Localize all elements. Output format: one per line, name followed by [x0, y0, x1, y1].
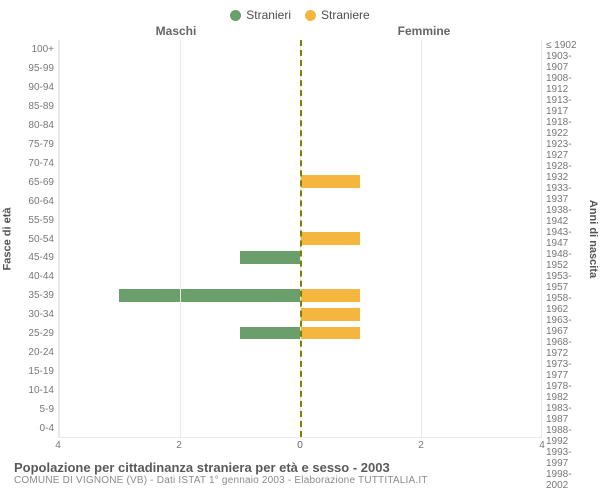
- chart: Fasce di età 100+95-9990-9485-8980-8475-…: [0, 40, 600, 438]
- x-axis-ticks: 420024: [58, 438, 542, 456]
- bar-female: [300, 175, 360, 188]
- plot-area: [58, 40, 542, 438]
- ytick-age: 45-49: [14, 248, 58, 267]
- legend-label: Straniere: [321, 8, 370, 22]
- ytick-birth: 1973-1977: [542, 359, 586, 381]
- ytick-birth: 1978-1982: [542, 381, 586, 403]
- ytick-age: 5-9: [14, 400, 58, 419]
- ytick-age: 40-44: [14, 267, 58, 286]
- xtick: 2: [176, 440, 182, 451]
- ytick-birth: 1968-1972: [542, 337, 586, 359]
- ytick-birth: 1998-2002: [542, 469, 586, 491]
- ytick-age: 95-99: [14, 59, 58, 78]
- ytick-birth: 1983-1987: [542, 403, 586, 425]
- ytick-age: 65-69: [14, 173, 58, 192]
- legend-swatch: [230, 10, 241, 21]
- ytick-birth: 1938-1942: [542, 205, 586, 227]
- ytick-birth: ≤ 1902: [542, 40, 586, 51]
- ytick-age: 75-79: [14, 135, 58, 154]
- ytick-birth: 1953-1957: [542, 271, 586, 293]
- legend: Stranieri Straniere: [0, 0, 600, 24]
- ytick-age: 35-39: [14, 286, 58, 305]
- ytick-age: 50-54: [14, 230, 58, 249]
- ytick-age: 0-4: [14, 419, 58, 438]
- legend-label: Stranieri: [246, 8, 291, 22]
- ytick-age: 100+: [14, 40, 58, 59]
- y-axis-title-right: Anni di nascita: [586, 40, 600, 438]
- ytick-birth: 1923-1927: [542, 139, 586, 161]
- ytick-age: 55-59: [14, 211, 58, 230]
- ytick-birth: 1948-1952: [542, 249, 586, 271]
- caption-title: Popolazione per cittadinanza straniera p…: [14, 460, 590, 475]
- legend-item-0: Stranieri: [230, 8, 291, 22]
- xtick: 0: [297, 440, 303, 451]
- ytick-age: 25-29: [14, 324, 58, 343]
- caption-subtitle: COMUNE DI VIGNONE (VB) - Dati ISTAT 1° g…: [14, 475, 590, 486]
- bar-female: [300, 308, 360, 321]
- gridline: [421, 40, 422, 437]
- ytick-age: 70-74: [14, 154, 58, 173]
- bar-male: [119, 289, 300, 302]
- ytick-age: 85-89: [14, 97, 58, 116]
- ytick-birth: 1918-1922: [542, 117, 586, 139]
- ytick-birth: 1913-1917: [542, 95, 586, 117]
- bar-male: [240, 327, 300, 340]
- legend-swatch: [305, 10, 316, 21]
- bar-female: [300, 289, 360, 302]
- ytick-birth: 1963-1967: [542, 315, 586, 337]
- xtick: 4: [55, 440, 61, 451]
- y-ticks-age: 100+95-9990-9485-8980-8475-7970-7465-696…: [14, 40, 58, 438]
- bar-female: [300, 232, 360, 245]
- ytick-birth: 1943-1947: [542, 227, 586, 249]
- xtick: 2: [418, 440, 424, 451]
- column-headers: Maschi Femmine: [0, 24, 600, 40]
- caption: Popolazione per cittadinanza straniera p…: [0, 456, 600, 486]
- ytick-birth: 1903-1907: [542, 51, 586, 73]
- center-divider: [300, 40, 302, 437]
- bar-male: [240, 251, 300, 264]
- header-female: Femmine: [300, 24, 548, 38]
- ytick-birth: 1908-1912: [542, 73, 586, 95]
- ytick-age: 20-24: [14, 343, 58, 362]
- ytick-birth: 1988-1992: [542, 425, 586, 447]
- ytick-age: 80-84: [14, 116, 58, 135]
- ytick-birth: 1993-1997: [542, 447, 586, 469]
- gridline: [59, 40, 60, 437]
- ytick-age: 30-34: [14, 305, 58, 324]
- ytick-age: 15-19: [14, 362, 58, 381]
- gridline: [180, 40, 181, 437]
- y-ticks-birth: ≤ 19021903-19071908-19121913-19171918-19…: [542, 40, 586, 438]
- x-axis: 420024: [0, 438, 600, 456]
- ytick-age: 10-14: [14, 381, 58, 400]
- ytick-birth: 1958-1962: [542, 293, 586, 315]
- y-axis-title-left: Fasce di età: [0, 40, 14, 438]
- ytick-birth: 1933-1937: [542, 183, 586, 205]
- legend-item-1: Straniere: [305, 8, 370, 22]
- bar-female: [300, 327, 360, 340]
- ytick-birth: 1928-1932: [542, 161, 586, 183]
- ytick-age: 90-94: [14, 78, 58, 97]
- ytick-age: 60-64: [14, 192, 58, 211]
- gridline: [541, 40, 542, 437]
- xtick: 4: [539, 440, 545, 451]
- header-male: Maschi: [52, 24, 300, 38]
